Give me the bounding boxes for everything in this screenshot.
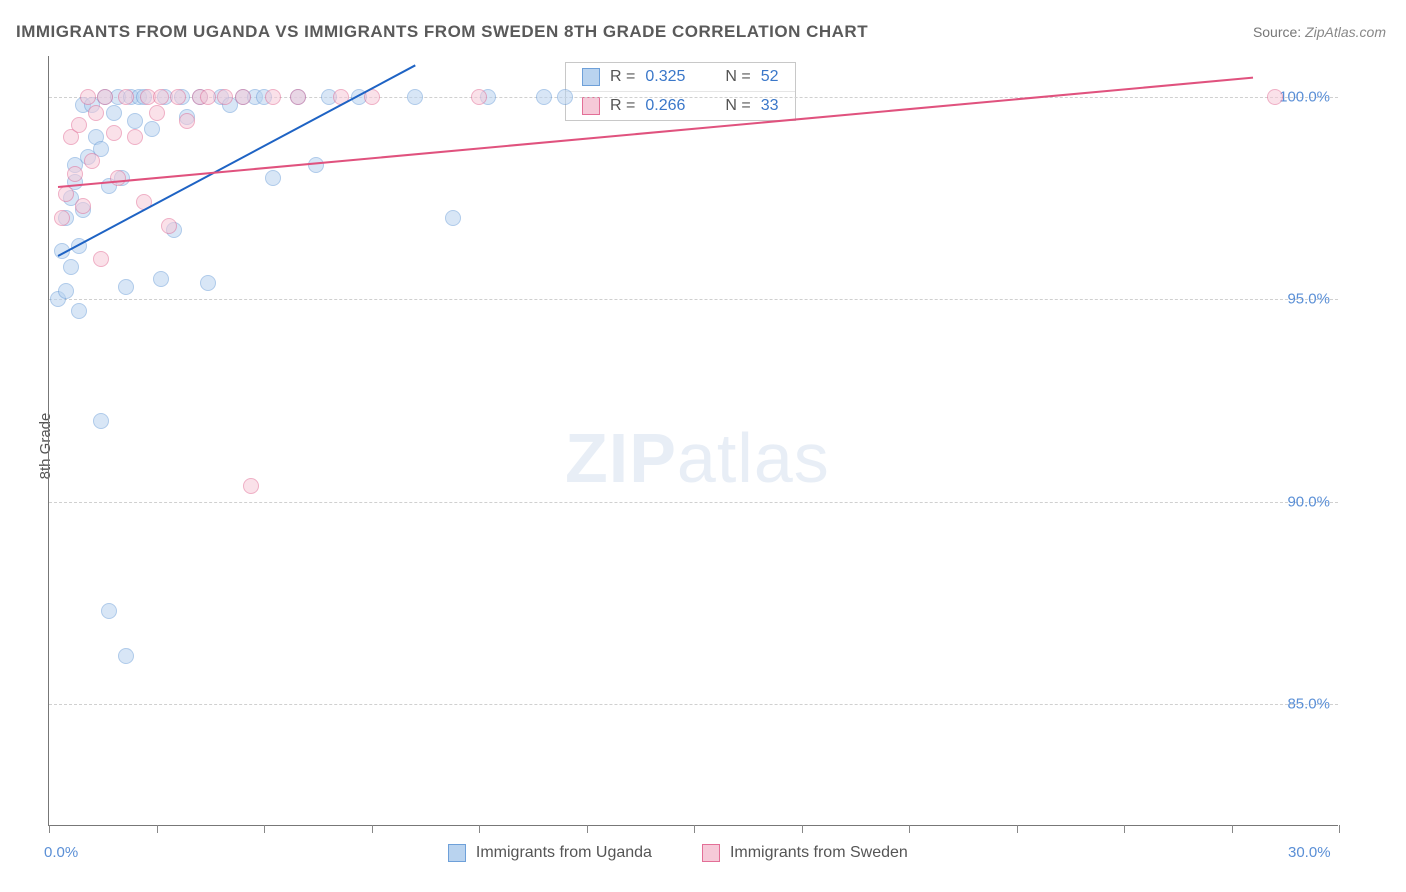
data-point xyxy=(308,157,324,173)
data-point xyxy=(118,89,134,105)
legend-label-b: Immigrants from Sweden xyxy=(730,844,908,862)
y-tick-label: 90.0% xyxy=(1287,493,1330,510)
x-tick xyxy=(1017,825,1018,833)
data-point xyxy=(54,210,70,226)
plot-area: ZIPatlas R = 0.325 N = 52 R = 0.266 N = … xyxy=(48,56,1338,826)
data-point xyxy=(170,89,186,105)
data-point xyxy=(118,279,134,295)
legend-label-a: Immigrants from Uganda xyxy=(476,844,652,862)
x-tick xyxy=(49,825,50,833)
y-tick-label: 95.0% xyxy=(1287,291,1330,308)
x-tick xyxy=(1124,825,1125,833)
correlation-legend: R = 0.325 N = 52 R = 0.266 N = 33 xyxy=(565,62,796,121)
data-point xyxy=(265,89,281,105)
legend-n-value-b: 33 xyxy=(761,97,779,115)
data-point xyxy=(471,89,487,105)
data-point xyxy=(127,113,143,129)
watermark: ZIPatlas xyxy=(565,418,830,498)
legend-swatch-b xyxy=(702,844,720,862)
legend-n-value-a: 52 xyxy=(761,68,779,86)
data-point xyxy=(127,129,143,145)
legend-r-label: R = xyxy=(610,97,635,115)
legend-item-a: Immigrants from Uganda xyxy=(448,844,652,862)
data-point xyxy=(118,648,134,664)
chart-title: IMMIGRANTS FROM UGANDA VS IMMIGRANTS FRO… xyxy=(16,22,868,42)
data-point xyxy=(101,603,117,619)
data-point xyxy=(63,259,79,275)
gridline xyxy=(49,704,1338,705)
x-tick xyxy=(587,825,588,833)
data-point xyxy=(1267,89,1283,105)
series-legend: Immigrants from Uganda Immigrants from S… xyxy=(448,844,908,862)
legend-row-series-b: R = 0.266 N = 33 xyxy=(566,91,795,120)
data-point xyxy=(58,186,74,202)
x-axis-min-label: 0.0% xyxy=(44,844,78,861)
x-tick xyxy=(157,825,158,833)
watermark-rest: atlas xyxy=(677,419,830,497)
x-tick xyxy=(372,825,373,833)
data-point xyxy=(106,105,122,121)
data-point xyxy=(71,117,87,133)
data-point xyxy=(200,275,216,291)
data-point xyxy=(97,89,113,105)
gridline xyxy=(49,502,1338,503)
data-point xyxy=(153,271,169,287)
data-point xyxy=(110,170,126,186)
gridline xyxy=(49,299,1338,300)
x-tick xyxy=(264,825,265,833)
source-label: Source: xyxy=(1253,24,1301,40)
data-point xyxy=(67,166,83,182)
x-axis-max-label: 30.0% xyxy=(1288,844,1331,861)
source-name: ZipAtlas.com xyxy=(1305,24,1386,40)
data-point xyxy=(93,413,109,429)
x-tick xyxy=(802,825,803,833)
data-point xyxy=(536,89,552,105)
x-tick xyxy=(479,825,480,833)
watermark-zip: ZIP xyxy=(565,419,677,497)
data-point xyxy=(407,89,423,105)
legend-swatch-b xyxy=(582,97,600,115)
x-tick xyxy=(1232,825,1233,833)
data-point xyxy=(84,153,100,169)
data-point xyxy=(93,251,109,267)
data-point xyxy=(80,89,96,105)
data-point xyxy=(217,89,233,105)
legend-swatch-a xyxy=(582,68,600,86)
x-tick xyxy=(909,825,910,833)
data-point xyxy=(557,89,573,105)
data-point xyxy=(75,198,91,214)
data-point xyxy=(58,283,74,299)
data-point xyxy=(179,113,195,129)
legend-r-value-a: 0.325 xyxy=(645,68,685,86)
y-tick-label: 100.0% xyxy=(1279,88,1330,105)
legend-swatch-a xyxy=(448,844,466,862)
data-point xyxy=(153,89,169,105)
legend-item-b: Immigrants from Sweden xyxy=(702,844,908,862)
data-point xyxy=(106,125,122,141)
x-tick xyxy=(1339,825,1340,833)
legend-row-series-a: R = 0.325 N = 52 xyxy=(566,63,795,91)
data-point xyxy=(265,170,281,186)
source-attribution: Source: ZipAtlas.com xyxy=(1253,24,1386,40)
legend-n-label: N = xyxy=(725,68,750,86)
data-point xyxy=(243,478,259,494)
legend-r-value-b: 0.266 xyxy=(645,97,685,115)
data-point xyxy=(144,121,160,137)
y-tick-label: 85.0% xyxy=(1287,696,1330,713)
data-point xyxy=(71,303,87,319)
data-point xyxy=(149,105,165,121)
data-point xyxy=(445,210,461,226)
data-point xyxy=(88,105,104,121)
data-point xyxy=(161,218,177,234)
data-point xyxy=(290,89,306,105)
legend-r-label: R = xyxy=(610,68,635,86)
data-point xyxy=(200,89,216,105)
legend-n-label: N = xyxy=(725,97,750,115)
data-point xyxy=(235,89,251,105)
x-tick xyxy=(694,825,695,833)
